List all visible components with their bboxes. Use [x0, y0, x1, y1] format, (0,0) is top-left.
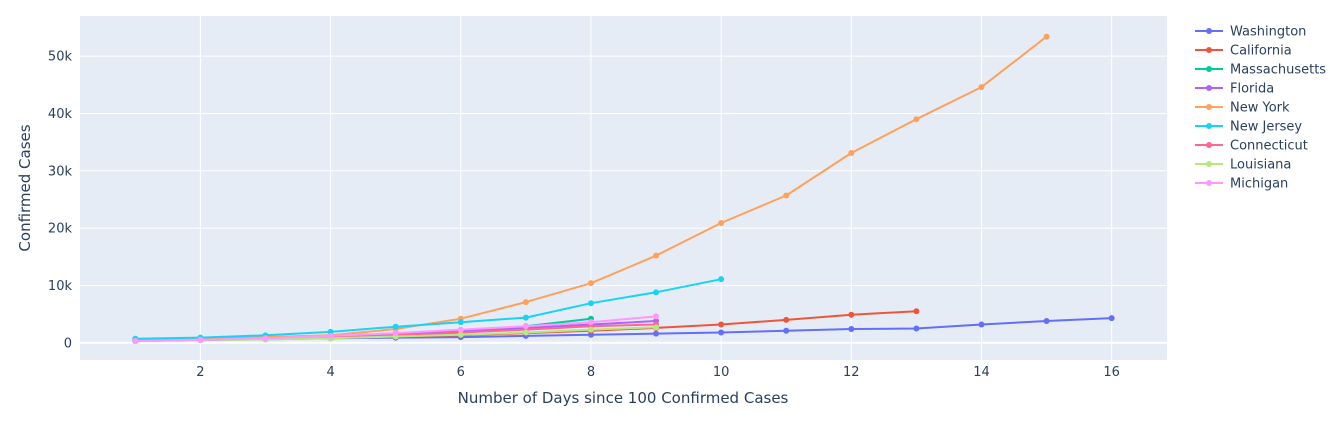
- y-tick-label: 40k: [48, 107, 73, 122]
- x-axis-title: Number of Days since 100 Confirmed Cases: [458, 389, 789, 407]
- data-point-michigan: [197, 336, 204, 343]
- x-axis-ticks: 2 4 6 8 10 12 14 16: [196, 365, 1120, 380]
- x-tick-label: 10: [713, 365, 730, 380]
- legend-swatch-marker: [1206, 66, 1212, 72]
- legend-swatch-marker: [1206, 28, 1212, 34]
- legend-label: Massachusetts: [1230, 63, 1326, 78]
- legend-item-california[interactable]: California: [1195, 44, 1292, 59]
- y-tick-label: 20k: [48, 222, 73, 237]
- legend-swatch-marker: [1206, 47, 1212, 53]
- data-point-michigan: [327, 332, 334, 339]
- legend-label: Florida: [1230, 82, 1274, 97]
- data-point-new-york: [783, 192, 790, 199]
- x-tick-label: 14: [973, 365, 990, 380]
- y-axis-ticks: 0 10k 20k 30k 40k 50k: [48, 50, 73, 352]
- legend[interactable]: Washington California Massachusetts Florida…: [1195, 25, 1326, 192]
- legend-swatch-marker: [1206, 161, 1212, 167]
- data-point-louisiana: [457, 331, 464, 338]
- data-point-washington: [848, 326, 855, 333]
- data-point-new-jersey: [718, 276, 725, 283]
- y-tick-label: 10k: [48, 279, 73, 294]
- legend-label: New York: [1230, 101, 1290, 116]
- data-point-michigan: [587, 319, 594, 326]
- legend-swatch-marker: [1206, 123, 1212, 129]
- data-point-louisiana: [522, 329, 529, 336]
- legend-item-massachusetts[interactable]: Massachusetts: [1195, 63, 1326, 78]
- y-axis-title: Confirmed Cases: [16, 124, 34, 251]
- legend-item-louisiana[interactable]: Louisiana: [1195, 158, 1291, 173]
- data-point-michigan: [522, 323, 529, 330]
- data-point-new-jersey: [522, 314, 529, 321]
- series-lines: [132, 33, 1115, 345]
- data-point-new-york: [653, 252, 660, 259]
- legend-label: Washington: [1230, 25, 1306, 40]
- grid-lines: [80, 16, 1167, 360]
- legend-swatch-marker: [1206, 142, 1212, 148]
- legend-label: Louisiana: [1230, 158, 1291, 173]
- data-point-washington: [1043, 318, 1050, 325]
- data-point-new-york: [1043, 33, 1050, 40]
- data-point-new-york: [848, 150, 855, 157]
- legend-item-new-york[interactable]: New York: [1195, 101, 1290, 116]
- series-michigan: [132, 313, 660, 345]
- data-point-louisiana: [653, 324, 660, 331]
- data-point-california: [848, 311, 855, 318]
- data-point-washington: [978, 321, 985, 328]
- data-point-new-jersey: [587, 300, 594, 307]
- legend-label: California: [1230, 44, 1292, 59]
- x-tick-label: 16: [1103, 365, 1120, 380]
- data-point-california: [783, 316, 790, 323]
- legend-swatch-marker: [1206, 85, 1212, 91]
- x-tick-label: 6: [457, 365, 465, 380]
- data-point-michigan: [653, 313, 660, 320]
- y-tick-label: 50k: [48, 50, 73, 65]
- data-point-new-jersey: [392, 323, 399, 330]
- legend-label: Connecticut: [1230, 139, 1308, 154]
- legend-label: New Jersey: [1230, 120, 1302, 135]
- data-point-new-york: [913, 116, 920, 123]
- x-tick-label: 8: [587, 365, 595, 380]
- data-point-new-york: [522, 299, 529, 306]
- data-point-new-jersey: [653, 289, 660, 296]
- legend-swatch-marker: [1206, 104, 1212, 110]
- data-point-michigan: [457, 326, 464, 333]
- x-tick-label: 12: [843, 365, 860, 380]
- data-point-michigan: [262, 335, 269, 342]
- legend-item-connecticut[interactable]: Connecticut: [1195, 139, 1308, 154]
- series-line-new-jersey: [135, 278, 722, 340]
- data-point-new-jersey: [457, 319, 464, 326]
- data-point-washington: [913, 325, 920, 332]
- data-point-michigan: [392, 330, 399, 337]
- legend-item-washington[interactable]: Washington: [1195, 25, 1306, 40]
- legend-label: Michigan: [1230, 177, 1288, 192]
- data-point-new-york: [978, 84, 985, 91]
- plot-background: [80, 16, 1167, 360]
- data-point-washington: [718, 329, 725, 336]
- y-tick-label: 0: [64, 336, 72, 351]
- data-point-california: [718, 321, 725, 328]
- data-point-new-york: [587, 280, 594, 287]
- data-point-louisiana: [587, 326, 594, 333]
- y-tick-label: 30k: [48, 164, 73, 179]
- legend-item-new-jersey[interactable]: New Jersey: [1195, 120, 1302, 135]
- x-tick-label: 2: [196, 365, 204, 380]
- data-point-washington: [783, 327, 790, 334]
- x-tick-label: 4: [326, 365, 334, 380]
- data-point-michigan: [132, 338, 139, 345]
- legend-item-michigan[interactable]: Michigan: [1195, 177, 1288, 192]
- data-point-washington: [653, 330, 660, 337]
- data-point-washington: [1108, 315, 1115, 322]
- legend-swatch-marker: [1206, 180, 1212, 186]
- legend-item-florida[interactable]: Florida: [1195, 82, 1274, 97]
- data-point-new-york: [718, 219, 725, 226]
- data-point-california: [913, 308, 920, 315]
